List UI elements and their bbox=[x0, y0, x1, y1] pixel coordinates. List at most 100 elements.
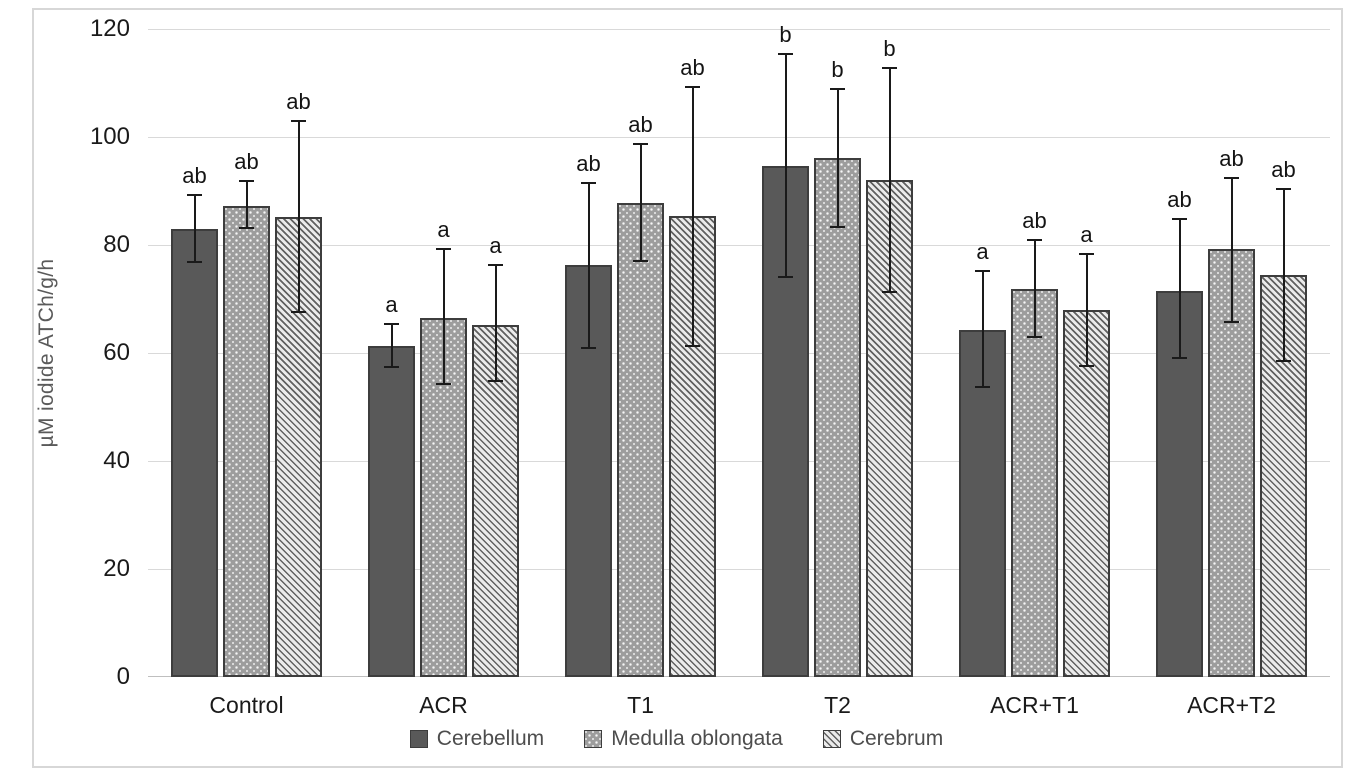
error-cap-bottom bbox=[882, 290, 897, 293]
y-tick-label-120: 120 bbox=[89, 15, 130, 42]
legend: Cerebellum Medulla oblongata Cerebrum bbox=[0, 727, 1353, 751]
error-cap-bottom bbox=[581, 346, 596, 349]
bar-cerebrum-acr bbox=[472, 324, 519, 677]
legend-item-cerebrum: Cerebrum bbox=[822, 727, 944, 751]
y-tick-label-100: 100 bbox=[89, 123, 130, 150]
error-bar-cerebrum-t2 bbox=[888, 66, 891, 293]
gridline-80 bbox=[148, 245, 1330, 246]
sig-letter-cerebrum-t1: ab bbox=[680, 55, 705, 81]
error-bar-cerebellum-t1 bbox=[587, 181, 590, 349]
error-cap-bottom bbox=[778, 275, 793, 278]
bar-medulla-oblongata-acr-t1 bbox=[1011, 288, 1058, 677]
error-cap-top bbox=[384, 322, 399, 325]
error-cap-top bbox=[291, 120, 306, 123]
error-bar-medulla-oblongata-t2 bbox=[836, 87, 839, 228]
error-cap-top bbox=[778, 53, 793, 56]
legend-label-cerebrum: Cerebrum bbox=[849, 727, 944, 750]
bar-group-acr-t2: ab ab ab bbox=[1133, 29, 1330, 677]
legend-swatch-cerebellum bbox=[409, 730, 428, 748]
y-tick-label-40: 40 bbox=[103, 447, 130, 474]
error-cap-bottom bbox=[1027, 335, 1042, 338]
gridline-100 bbox=[148, 137, 1330, 138]
error-cap-bottom bbox=[187, 260, 202, 263]
error-bar-cerebrum-control bbox=[297, 120, 300, 313]
legend-label-cerebellum: Cerebellum bbox=[436, 727, 545, 750]
error-cap-top bbox=[1172, 218, 1187, 220]
error-bar-cerebrum-acr-t2 bbox=[1282, 187, 1285, 362]
error-bar-medulla-oblongata-control bbox=[245, 180, 248, 229]
sig-letter-cerebellum-acr: a bbox=[385, 291, 398, 317]
error-cap-top bbox=[436, 248, 451, 251]
error-bar-cerebellum-acr bbox=[390, 322, 393, 369]
error-cap-top bbox=[1079, 252, 1094, 255]
y-tick-label-60: 60 bbox=[103, 339, 130, 366]
sig-letter-cerebellum-t1: ab bbox=[576, 150, 601, 176]
sig-letter-cerebellum-control: ab bbox=[182, 162, 207, 188]
error-cap-bottom bbox=[239, 226, 254, 229]
sig-letter-cerebrum-control: ab bbox=[286, 89, 311, 115]
error-cap-bottom bbox=[830, 225, 845, 228]
error-cap-top bbox=[239, 180, 254, 183]
error-cap-bottom bbox=[488, 380, 503, 383]
sig-letter-medulla-oblongata-acr-t2: ab bbox=[1219, 145, 1244, 171]
gridline-40 bbox=[148, 461, 1330, 462]
error-cap-top bbox=[830, 87, 845, 90]
x-label-acr-t2: ACR+T2 bbox=[1187, 692, 1276, 718]
error-cap-top bbox=[685, 86, 700, 89]
legend-item-cerebellum: Cerebellum bbox=[409, 727, 545, 751]
error-cap-top bbox=[882, 66, 897, 69]
sig-letter-cerebrum-acr: a bbox=[489, 232, 502, 258]
error-cap-bottom bbox=[633, 259, 648, 262]
error-bar-medulla-oblongata-acr-t1 bbox=[1033, 239, 1036, 338]
error-cap-bottom bbox=[1224, 320, 1239, 323]
sig-letter-cerebellum-t2: b bbox=[779, 22, 792, 48]
bar-group-t2: b b b bbox=[739, 23, 936, 677]
error-cap-top bbox=[1224, 176, 1239, 179]
bar-group-t1: ab ab ab bbox=[542, 29, 739, 677]
error-bar-cerebellum-acr-t1 bbox=[981, 269, 984, 388]
y-tick-label-0: 0 bbox=[116, 663, 130, 690]
error-cap-bottom bbox=[975, 385, 990, 388]
error-bar-medulla-oblongata-t1 bbox=[639, 142, 642, 262]
legend-swatch-medulla-oblongata bbox=[584, 730, 603, 748]
error-bar-cerebellum-t2 bbox=[784, 53, 787, 278]
sig-letter-medulla-oblongata-acr: a bbox=[437, 217, 450, 243]
gridline-60 bbox=[148, 353, 1330, 354]
error-cap-top bbox=[1027, 239, 1042, 242]
x-label-t2: T2 bbox=[824, 692, 851, 718]
error-cap-bottom bbox=[1079, 364, 1094, 367]
sig-letter-cerebrum-acr-t2: ab bbox=[1271, 156, 1296, 182]
error-cap-bottom bbox=[685, 344, 700, 347]
bar-cerebellum-acr bbox=[368, 345, 415, 677]
bar-group-acr: a a a bbox=[345, 29, 542, 677]
sig-letter-cerebellum-acr-t1: a bbox=[976, 238, 989, 264]
bar-cerebellum-acr-t1 bbox=[959, 329, 1006, 677]
error-bar-cerebrum-acr bbox=[494, 263, 497, 383]
error-cap-top bbox=[488, 263, 503, 266]
x-axis-labels: Control ACR T1 T2 ACR+T1 ACR+T2 bbox=[148, 692, 1330, 719]
error-bar-medulla-oblongata-acr bbox=[442, 248, 445, 385]
y-tick-label-20: 20 bbox=[103, 555, 130, 582]
y-tick-label-80: 80 bbox=[103, 231, 130, 258]
bar-medulla-oblongata-t1 bbox=[617, 202, 664, 677]
error-bar-cerebrum-t1 bbox=[691, 86, 694, 347]
x-label-control: Control bbox=[209, 692, 284, 718]
bar-group-acr-t1: a ab a bbox=[936, 29, 1133, 677]
gridline-120 bbox=[148, 29, 1330, 30]
bar-group-control: ab ab ab bbox=[148, 29, 345, 677]
gridline-20 bbox=[148, 569, 1330, 570]
error-cap-top bbox=[187, 193, 202, 196]
bar-medulla-oblongata-t2 bbox=[814, 157, 861, 677]
error-cap-top bbox=[1276, 187, 1291, 190]
legend-label-medulla-oblongata: Medulla oblongata bbox=[611, 727, 783, 750]
error-bar-cerebrum-acr-t1 bbox=[1085, 252, 1088, 367]
sig-letter-cerebellum-acr-t2: ab bbox=[1167, 187, 1192, 212]
error-cap-bottom bbox=[291, 310, 306, 313]
plot-area: ab ab ab a a a ab ab ab b b b a ab a ab ab ab bbox=[148, 23, 1330, 677]
sig-letter-cerebrum-acr-t1: a bbox=[1080, 221, 1093, 247]
legend-swatch-cerebrum bbox=[822, 730, 841, 748]
bar-cerebrum-acr-t1 bbox=[1063, 309, 1110, 677]
x-axis-line bbox=[148, 676, 1330, 677]
error-cap-bottom bbox=[1276, 359, 1291, 362]
